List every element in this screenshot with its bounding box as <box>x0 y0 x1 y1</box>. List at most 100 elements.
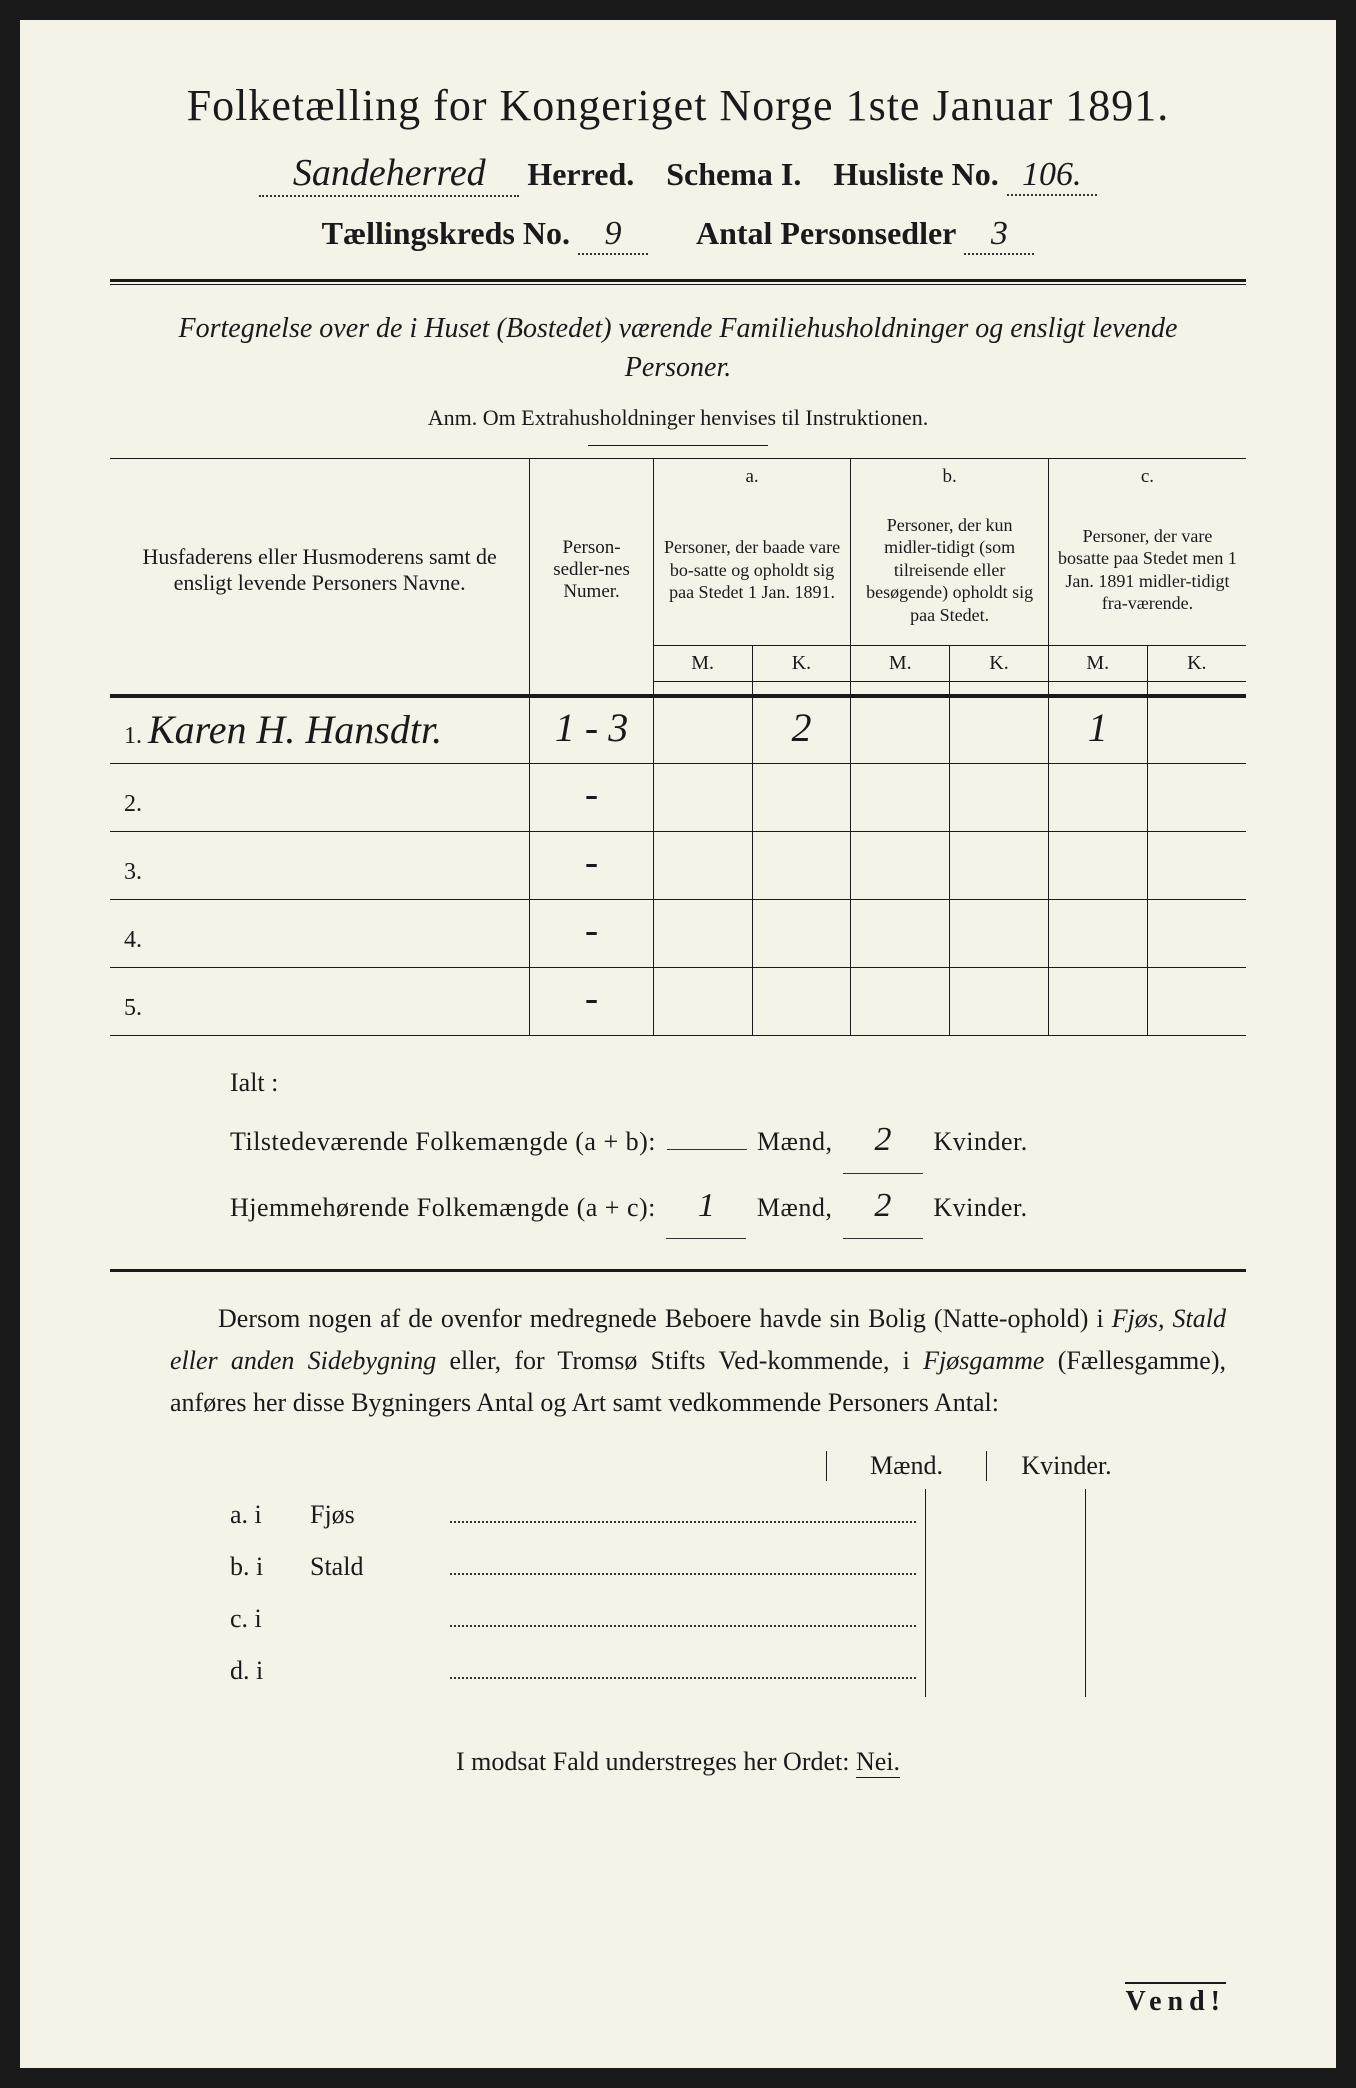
cell-bk <box>950 832 1049 900</box>
mk-kvinder: Kvinder. <box>986 1451 1146 1481</box>
cell-bm <box>851 968 950 1036</box>
cell-bm <box>851 764 950 832</box>
cell-ak <box>752 900 851 968</box>
mk-ak: K. <box>752 645 851 681</box>
abcd-dots <box>450 1497 916 1523</box>
row-name: Karen H. Hansdtr. <box>148 707 442 752</box>
ialt-label: Ialt : <box>230 1068 1246 1098</box>
abcd-letter: a. i <box>230 1489 310 1541</box>
abcd-dots <box>450 1601 916 1627</box>
cell-ak <box>752 764 851 832</box>
cell-cm <box>1048 900 1147 968</box>
row-num: 1 - 3 <box>530 696 653 764</box>
col-b-label: b. <box>851 459 1049 495</box>
cell-bk <box>950 968 1049 1036</box>
husliste-label: Husliste No. <box>833 156 998 192</box>
row-number: 4. <box>110 900 530 968</box>
cell-ak: 2 <box>752 696 851 764</box>
cell-ak <box>752 832 851 900</box>
row-number: 5. <box>110 968 530 1036</box>
summary-row-2: Hjemmehørende Folkemængde (a + c): 1 Mæn… <box>230 1174 1246 1240</box>
cell-ak <box>752 968 851 1036</box>
abcd-row: a. iFjøs <box>230 1489 1246 1541</box>
mk-ck: K. <box>1147 645 1246 681</box>
col-b-text: Personer, der kun midler-tidigt (som til… <box>851 495 1049 645</box>
cell-cm <box>1048 968 1147 1036</box>
cell-cm <box>1048 832 1147 900</box>
col-header-num: Person-sedler-nes Numer. <box>530 459 653 681</box>
herred-value: Sandeherred <box>259 151 519 197</box>
abcd-letter: d. i <box>230 1645 310 1697</box>
sum2-k: 2 <box>843 1174 923 1240</box>
header-line-3: Tællingskreds No. 9 Antal Personsedler 3 <box>110 215 1246 255</box>
cell-cm: 1 <box>1048 696 1147 764</box>
sum2-m: 1 <box>666 1174 746 1240</box>
col-header-name: Husfaderens eller Husmoderens samt de en… <box>110 459 530 681</box>
table-row: 1. Karen H. Hansdtr.1 - 3 2 1 <box>110 696 1246 764</box>
subtitle: Fortegnelse over de i Huset (Bostedet) v… <box>170 309 1186 387</box>
abcd-letter: b. i <box>230 1541 310 1593</box>
header-line-2: Sandeherred Herred. Schema I. Husliste N… <box>110 151 1246 197</box>
cell-bm <box>851 832 950 900</box>
row-num: - <box>530 900 653 968</box>
cell-cm <box>1048 764 1147 832</box>
cell-am <box>653 900 752 968</box>
abcd-name: Stald <box>310 1541 450 1593</box>
abcd-row: d. i <box>230 1645 1246 1697</box>
cell-ck <box>1147 900 1246 968</box>
main-table: Husfaderens eller Husmoderens samt de en… <box>110 458 1246 1036</box>
col-a-text: Personer, der baade vare bo-satte og oph… <box>653 495 851 645</box>
mk-am: M. <box>653 645 752 681</box>
cell-bm <box>851 696 950 764</box>
body-paragraph: Dersom nogen af de ovenfor medregnede Be… <box>170 1298 1226 1423</box>
cell-bm <box>851 900 950 968</box>
table-row: 5. - <box>110 968 1246 1036</box>
mk-maend: Mænd. <box>826 1451 986 1481</box>
cell-ck <box>1147 968 1246 1036</box>
summary-row-1: Tilstedeværende Folkemængde (a + b): Mæn… <box>230 1108 1246 1174</box>
mk-header: Mænd.Kvinder. <box>110 1451 1146 1481</box>
mk-cm: M. <box>1048 645 1147 681</box>
vend-label: Vend! <box>1125 1982 1226 2018</box>
row-number: 2. <box>110 764 530 832</box>
abcd-letter: c. i <box>230 1593 310 1645</box>
page-title: Folketælling for Kongeriget Norge 1ste J… <box>110 80 1246 131</box>
short-rule <box>588 445 768 446</box>
table-row: 2. - <box>110 764 1246 832</box>
sum1-k: 2 <box>843 1108 923 1174</box>
row-number: 3. <box>110 832 530 900</box>
table-row: 4. - <box>110 900 1246 968</box>
abcd-row: c. i <box>230 1593 1246 1645</box>
schema-label: Schema I. <box>666 156 801 192</box>
cell-bk <box>950 900 1049 968</box>
mk-bm: M. <box>851 645 950 681</box>
cell-am <box>653 696 752 764</box>
abcd-dots <box>450 1549 916 1575</box>
herred-label: Herred. <box>527 156 634 192</box>
census-form-page: Folketælling for Kongeriget Norge 1ste J… <box>20 20 1336 2068</box>
cell-am <box>653 764 752 832</box>
summary-block: Tilstedeværende Folkemængde (a + b): Mæn… <box>230 1108 1246 1239</box>
cell-am <box>653 968 752 1036</box>
antal-label: Antal Personsedler <box>696 215 956 251</box>
col-a-label: a. <box>653 459 851 495</box>
sum1-m <box>667 1149 747 1150</box>
abcd-block: a. iFjøsb. iStaldc. id. i <box>230 1489 1246 1697</box>
kreds-value: 9 <box>578 215 648 255</box>
antal-value: 3 <box>964 215 1034 255</box>
mk-bk: K. <box>950 645 1049 681</box>
husliste-value: 106. <box>1007 156 1097 196</box>
nei-word: Nei. <box>856 1747 900 1778</box>
cell-am <box>653 832 752 900</box>
cell-bk <box>950 764 1049 832</box>
row-number: 1. Karen H. Hansdtr. <box>110 696 530 764</box>
col-c-text: Personer, der vare bosatte paa Stedet me… <box>1048 495 1246 645</box>
nei-line: I modsat Fald understreges her Ordet: Ne… <box>110 1747 1246 1777</box>
cell-ck <box>1147 832 1246 900</box>
col-c-label: c. <box>1048 459 1246 495</box>
row-num: - <box>530 832 653 900</box>
kreds-label: Tællingskreds No. <box>322 215 570 251</box>
row-num: - <box>530 968 653 1036</box>
table-row: 3. - <box>110 832 1246 900</box>
row-num: - <box>530 764 653 832</box>
